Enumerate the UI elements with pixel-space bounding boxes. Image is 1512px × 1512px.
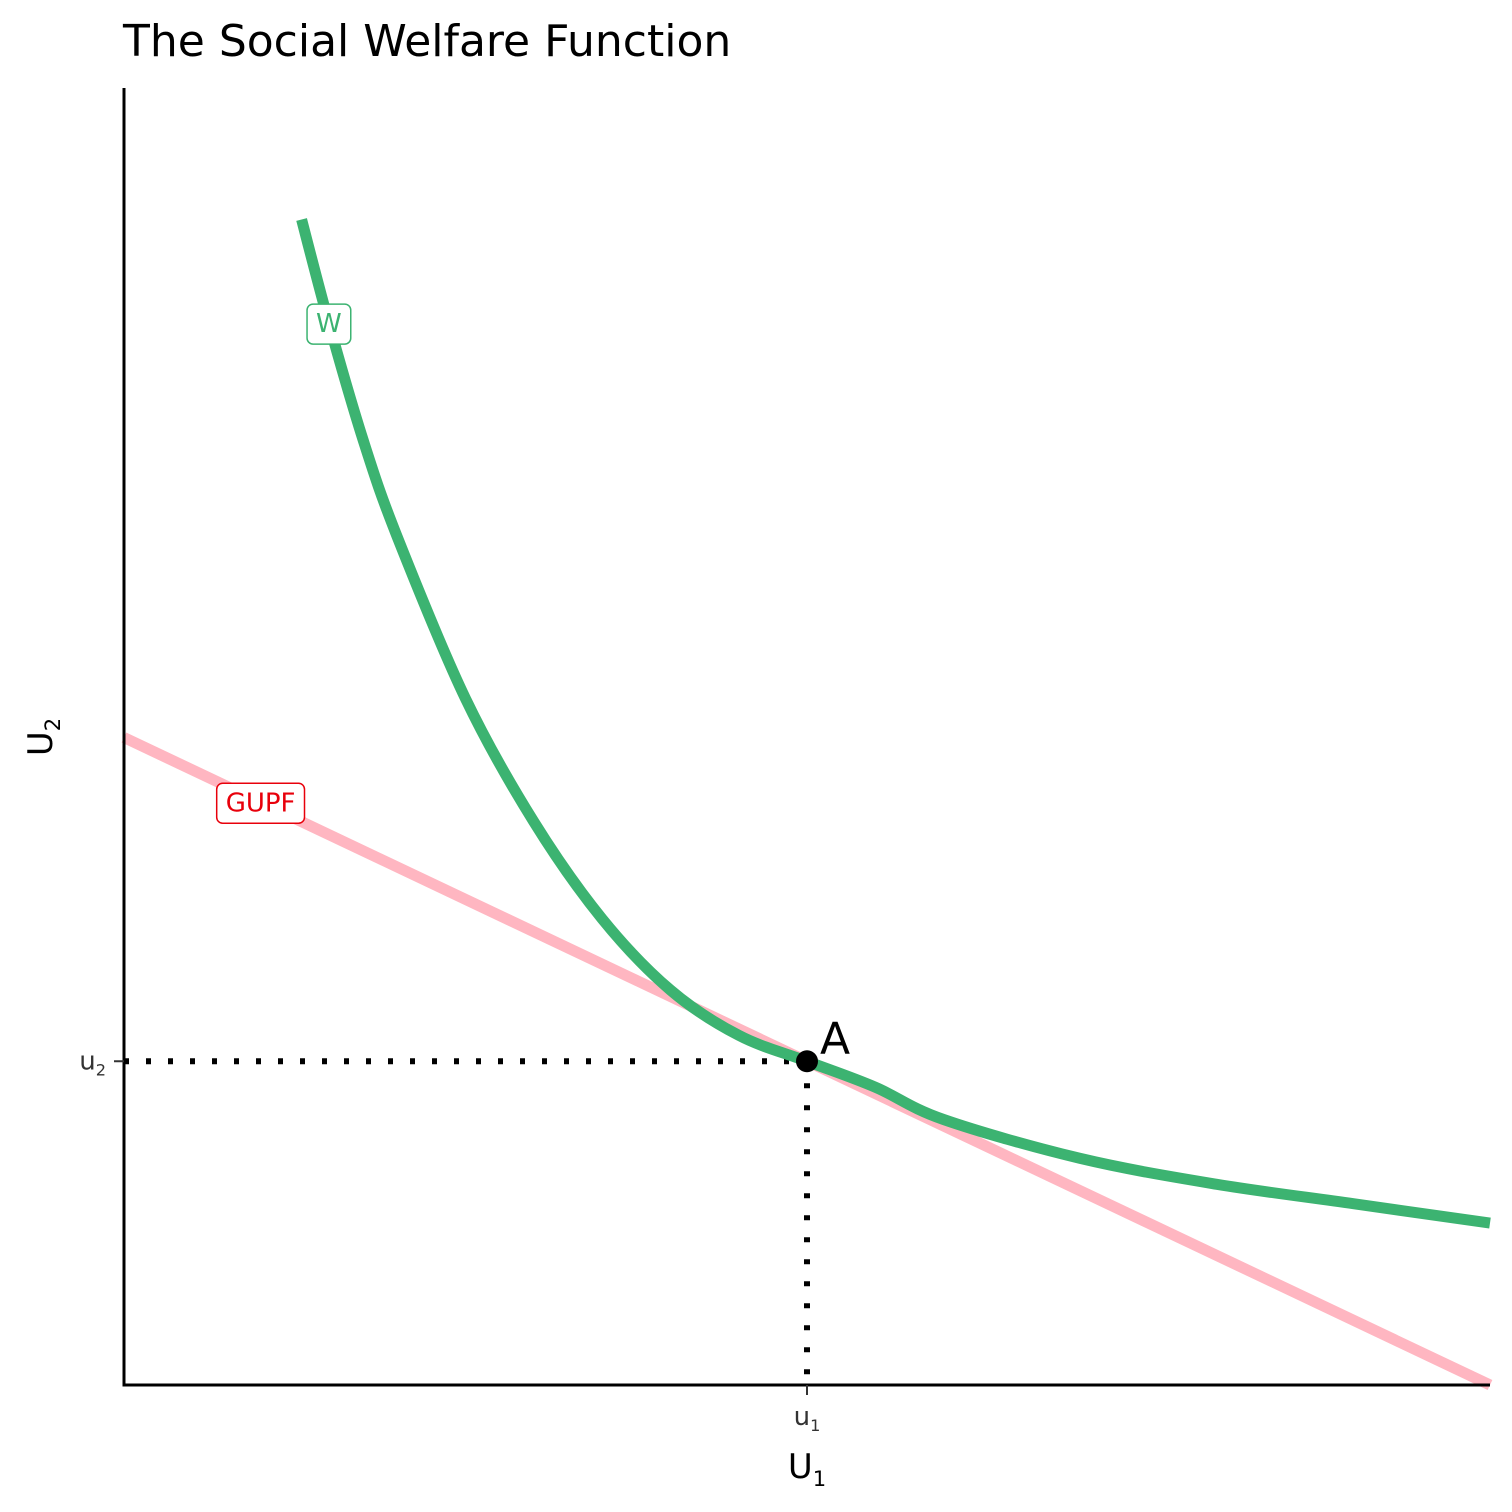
x-axis-title: U1 bbox=[788, 1447, 826, 1491]
point-a-marker bbox=[796, 1050, 818, 1073]
point-a-label: A bbox=[820, 1013, 850, 1064]
series-label-text-w: W bbox=[316, 309, 342, 339]
series-line-w bbox=[296, 218, 1491, 1229]
series-label-text-gupf: GUPF bbox=[226, 788, 296, 818]
series-label-w: W bbox=[306, 303, 352, 345]
plot-area bbox=[121, 218, 1493, 1390]
x-tick-label: u1 bbox=[794, 1402, 821, 1435]
series-label-box-w bbox=[306, 303, 352, 345]
series-label-box-gupf bbox=[215, 782, 306, 824]
chart-title: The Social Welfare Function bbox=[122, 16, 731, 67]
y-axis-title: U2 bbox=[21, 718, 65, 756]
series-label-gupf: GUPF bbox=[215, 782, 306, 824]
y-axis-title-group: U2 bbox=[21, 718, 65, 756]
y-tick-label: u2 bbox=[79, 1046, 106, 1079]
